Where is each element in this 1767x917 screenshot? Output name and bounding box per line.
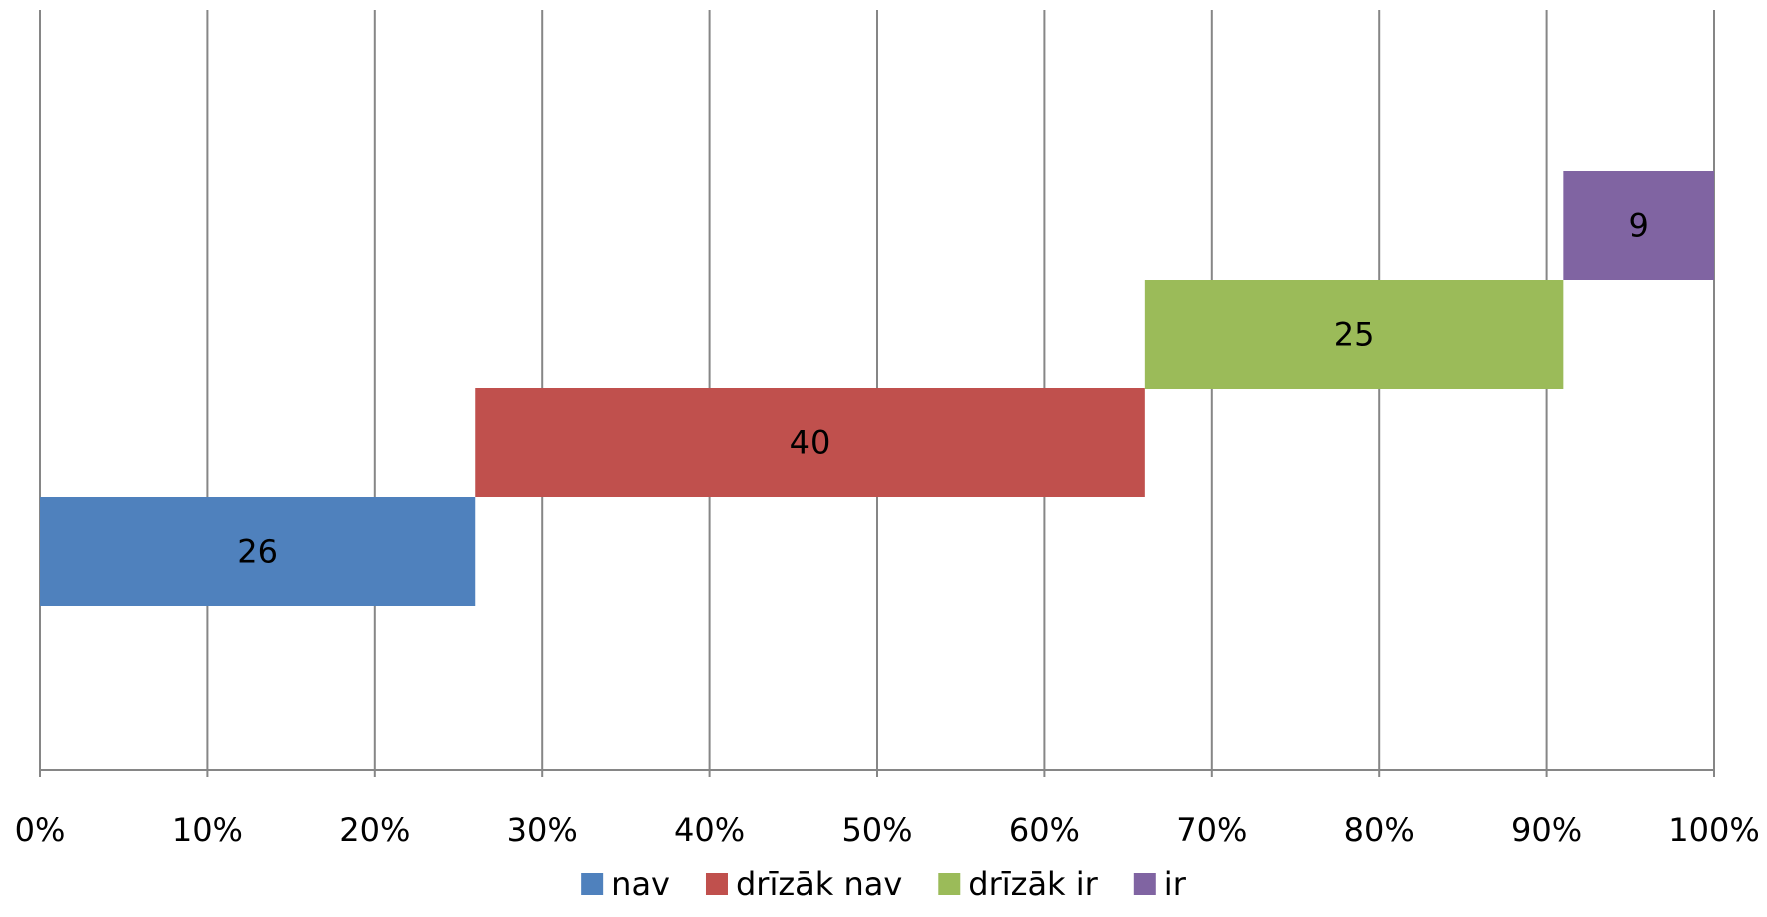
legend-swatch xyxy=(938,873,961,895)
x-tick-label: 30% xyxy=(507,811,578,849)
legend-label: ir xyxy=(1164,865,1187,903)
data-label-drizak-nav: 40 xyxy=(790,424,831,462)
x-tick-label: 60% xyxy=(1009,811,1080,849)
bar-nav xyxy=(40,497,476,606)
bar-ir xyxy=(1563,171,1714,280)
data-label-ir: 9 xyxy=(1628,207,1648,245)
bar-drizak-nav xyxy=(475,388,1145,497)
x-tick-label: 0% xyxy=(15,811,66,849)
legend-item-nav: nav xyxy=(581,865,670,903)
x-tick-label: 70% xyxy=(1176,811,1247,849)
data-label-drizak-ir: 25 xyxy=(1334,316,1375,354)
legend-item-drizak-nav: drīzāk nav xyxy=(705,865,902,903)
bar-drizak-ir xyxy=(1144,280,1564,389)
bars: 26 40 25 9 xyxy=(40,171,1714,606)
x-tick-label: 40% xyxy=(674,811,745,849)
legend-label: drīzāk nav xyxy=(736,865,902,903)
legend-item-ir: ir xyxy=(1133,865,1187,903)
x-tick-label: 50% xyxy=(841,811,912,849)
x-tick-label: 100% xyxy=(1668,811,1759,849)
x-tick-label: 20% xyxy=(339,811,410,849)
x-tick-label: 90% xyxy=(1511,811,1582,849)
legend-swatch xyxy=(1133,873,1156,895)
legend-label: nav xyxy=(611,865,670,903)
x-tick-label: 80% xyxy=(1344,811,1415,849)
legend-label: drīzāk ir xyxy=(968,865,1098,903)
legend: nav drīzāk nav drīzāk ir ir xyxy=(581,865,1187,903)
legend-swatch xyxy=(705,873,728,895)
x-tick-label: 10% xyxy=(172,811,243,849)
legend-swatch xyxy=(581,873,604,895)
x-axis: 0% 10% 20% 30% 40% 50% 60% 70% 80% 90% 100% xyxy=(15,769,1760,849)
data-label-nav: 26 xyxy=(237,533,278,571)
legend-item-drizak-ir: drīzāk ir xyxy=(938,865,1099,903)
